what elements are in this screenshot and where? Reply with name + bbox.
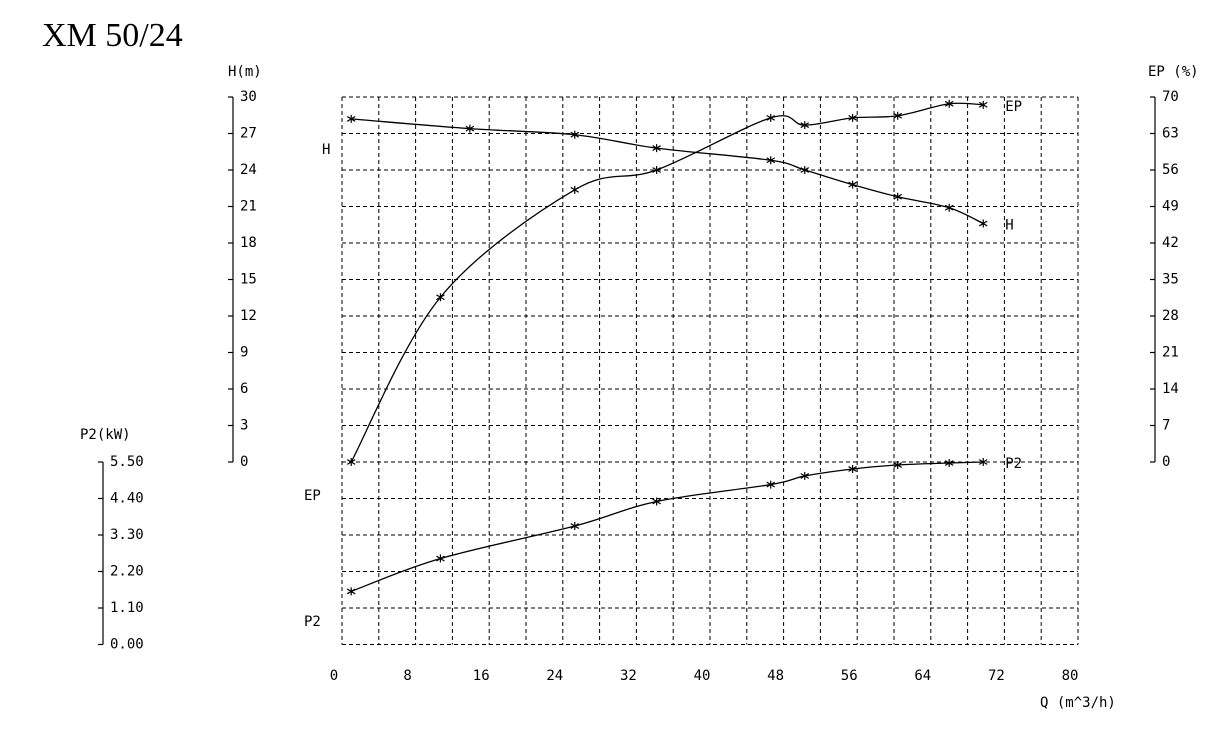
x-axis-title: Q (m^3/h) <box>1040 695 1116 711</box>
data-point <box>465 124 475 133</box>
series-end-label: P2 <box>1005 456 1022 472</box>
x-tick-label: 8 <box>403 668 411 684</box>
series-start-label: H <box>322 142 330 158</box>
chart-title: XM 50/24 <box>42 17 183 54</box>
data-point <box>652 144 661 153</box>
x-tick-label: 16 <box>473 668 490 684</box>
y-tick-label: 15 <box>240 272 257 288</box>
y3-tick-label: 2.20 <box>110 564 144 580</box>
y-tick-label: 9 <box>240 345 248 361</box>
y2-tick-label: 42 <box>1162 235 1179 251</box>
y-tick-label: 3 <box>240 418 248 434</box>
y-tick-label: 18 <box>240 235 257 251</box>
x-tick-label: 32 <box>620 668 637 684</box>
data-point <box>944 203 954 212</box>
x-tick-label: 40 <box>694 668 711 684</box>
data-point <box>978 458 988 466</box>
data-point <box>652 497 661 506</box>
y3-axis-title: P2(kW) <box>80 427 131 443</box>
data-point <box>766 156 776 165</box>
y2-tick-label: 0 <box>1162 454 1170 470</box>
data-point <box>944 458 954 467</box>
data-point <box>978 219 988 228</box>
data-point <box>848 464 857 473</box>
y2-tick-label: 56 <box>1162 162 1179 178</box>
data-point <box>893 460 902 469</box>
data-point <box>570 185 580 194</box>
y2-tick-label: 70 <box>1162 89 1179 105</box>
y3-tick-label: 3.30 <box>110 527 144 543</box>
data-point <box>570 130 580 139</box>
y2-tick-label: 49 <box>1162 199 1179 215</box>
data-point <box>848 113 857 122</box>
data-point <box>346 587 356 596</box>
x-tick-label: 48 <box>767 668 784 684</box>
data-point <box>800 166 810 174</box>
y2-tick-label: 28 <box>1162 308 1179 324</box>
y-tick-label: 0 <box>240 454 248 470</box>
data-point <box>893 192 902 201</box>
y-tick-label: 30 <box>240 89 257 105</box>
x-tick-label: 56 <box>841 668 858 684</box>
data-point <box>570 522 580 531</box>
y3-tick-label: 4.40 <box>110 491 144 507</box>
series-end-label: EP <box>1005 99 1022 115</box>
y-tick-label: 12 <box>240 308 257 324</box>
data-point <box>800 471 810 480</box>
data-point <box>766 480 776 489</box>
data-point <box>436 554 445 563</box>
y3-tick-label: 5.50 <box>110 454 144 470</box>
data-point <box>346 114 356 123</box>
y-tick-label: 27 <box>240 126 257 142</box>
y3-tick-label: 0.00 <box>110 637 144 653</box>
series-start-label: P2 <box>304 614 321 630</box>
data-point <box>848 180 857 189</box>
x-tick-label: 24 <box>546 668 563 684</box>
data-point <box>652 166 661 174</box>
y3-tick-label: 1.10 <box>110 600 144 616</box>
x-tick-label: 80 <box>1062 668 1079 684</box>
y-axis-title: H(m) <box>228 64 262 80</box>
y2-tick-label: 21 <box>1162 345 1179 361</box>
x-tick-label: 0 <box>330 668 338 684</box>
y-tick-label: 6 <box>240 381 248 397</box>
data-point <box>766 113 776 122</box>
x-tick-label: 72 <box>988 668 1005 684</box>
data-point <box>800 121 810 130</box>
data-point <box>346 458 356 466</box>
y-tick-label: 21 <box>240 199 257 215</box>
y2-tick-label: 14 <box>1162 381 1179 397</box>
data-point <box>978 100 988 109</box>
data-point <box>893 111 902 120</box>
y2-tick-label: 35 <box>1162 272 1179 288</box>
data-point <box>944 99 954 108</box>
series-start-label: EP <box>304 488 321 504</box>
series-end-label: H <box>1005 218 1013 234</box>
data-point <box>436 293 445 302</box>
series-line <box>350 102 984 463</box>
y2-tick-label: 63 <box>1162 126 1179 142</box>
y2-tick-label: 7 <box>1162 418 1170 434</box>
y2-axis-title: EP (%) <box>1148 64 1199 80</box>
y-tick-label: 24 <box>240 162 257 178</box>
x-tick-label: 64 <box>914 668 931 684</box>
